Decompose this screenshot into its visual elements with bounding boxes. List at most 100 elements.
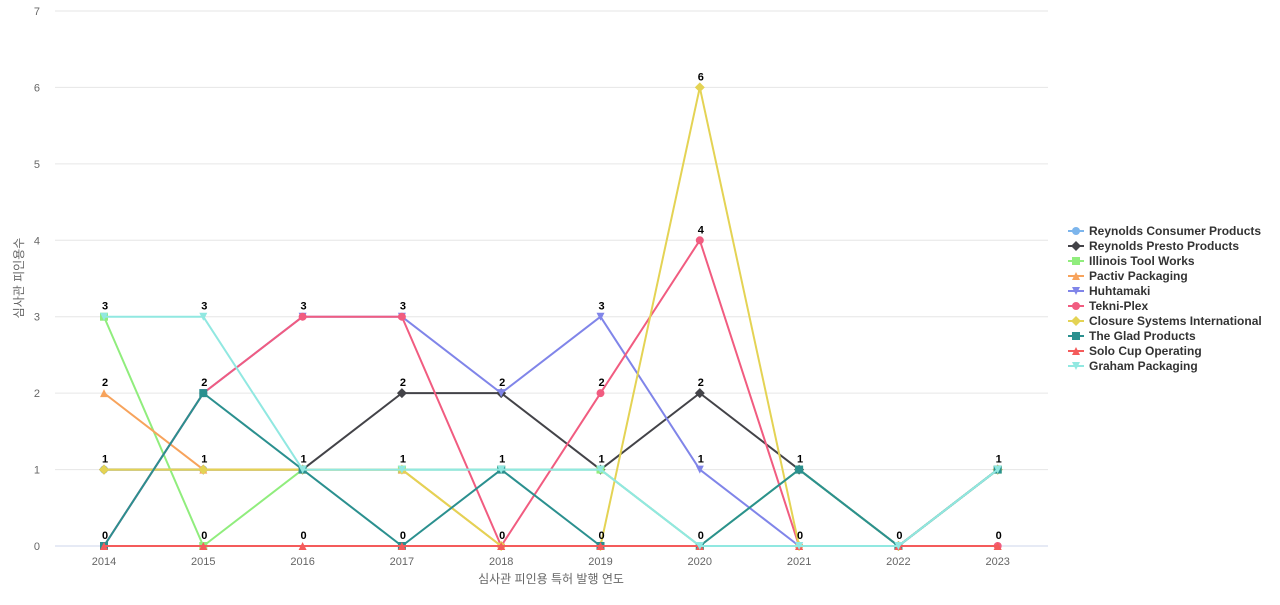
data-point[interactable] xyxy=(298,542,307,550)
data-label: 4 xyxy=(698,224,705,236)
legend-item[interactable]: Huhtamaki xyxy=(1068,284,1150,298)
data-label: 3 xyxy=(102,301,108,313)
data-point[interactable] xyxy=(100,542,108,550)
legend-label: Tekni-Plex xyxy=(1089,299,1148,313)
legend-item[interactable]: Pactiv Packaging xyxy=(1068,269,1188,283)
legend-label: Closure Systems International xyxy=(1089,314,1262,328)
data-point[interactable] xyxy=(694,82,705,93)
data-point[interactable] xyxy=(199,312,208,321)
legend-item[interactable]: Closure Systems International xyxy=(1068,314,1262,328)
legend-marker[interactable] xyxy=(1072,272,1080,280)
y-tick-label: 1 xyxy=(34,465,40,477)
data-label: 1 xyxy=(201,454,207,466)
legend-marker[interactable] xyxy=(1072,302,1080,310)
data-label: 2 xyxy=(201,377,207,389)
x-tick-label: 2016 xyxy=(290,556,314,568)
legend-item[interactable]: Graham Packaging xyxy=(1068,359,1198,373)
data-point[interactable] xyxy=(100,389,108,398)
legend-marker[interactable] xyxy=(1072,287,1080,295)
y-tick-label: 3 xyxy=(34,312,40,324)
legend-label: Reynolds Presto Products xyxy=(1089,239,1239,253)
y-tick-label: 0 xyxy=(34,541,40,553)
legend-marker[interactable] xyxy=(1072,362,1080,370)
x-tick-label: 2021 xyxy=(787,556,811,568)
data-point[interactable] xyxy=(695,236,704,245)
data-label: 1 xyxy=(301,454,307,466)
legend-marker[interactable] xyxy=(1071,241,1081,251)
legend-marker[interactable] xyxy=(1072,347,1080,355)
legend-label: Pactiv Packaging xyxy=(1089,269,1188,283)
data-label: 1 xyxy=(698,454,704,466)
legend-item[interactable]: Reynolds Presto Products xyxy=(1068,239,1239,253)
series-line[interactable] xyxy=(103,392,999,547)
data-point[interactable] xyxy=(199,389,208,398)
legend-item[interactable]: The Glad Products xyxy=(1068,329,1196,343)
data-point[interactable] xyxy=(596,542,605,550)
data-label: 2 xyxy=(499,377,505,389)
legend-marker[interactable] xyxy=(1071,316,1081,326)
legend-label: Illinois Tool Works xyxy=(1089,254,1195,268)
x-tick-label: 2020 xyxy=(688,556,712,568)
legend-label: Huhtamaki xyxy=(1089,284,1150,298)
data-point[interactable] xyxy=(596,312,605,321)
data-label: 0 xyxy=(201,530,207,542)
data-point[interactable] xyxy=(795,465,804,474)
data-label: 0 xyxy=(400,530,406,542)
data-point[interactable] xyxy=(993,465,1002,474)
data-point[interactable] xyxy=(694,388,705,399)
data-point[interactable] xyxy=(596,389,605,398)
data-label: 1 xyxy=(499,454,505,466)
data-point[interactable] xyxy=(596,465,605,474)
data-point[interactable] xyxy=(397,465,406,474)
data-label: 6 xyxy=(698,71,704,83)
data-point[interactable] xyxy=(695,542,704,550)
data-point[interactable] xyxy=(100,312,108,321)
data-label: 1 xyxy=(598,454,604,466)
data-point[interactable] xyxy=(298,465,307,474)
legend-item[interactable]: Solo Cup Operating xyxy=(1068,344,1202,358)
series-line[interactable] xyxy=(104,315,999,547)
legend-item[interactable]: Reynolds Consumer Products xyxy=(1068,224,1261,238)
data-point[interactable] xyxy=(993,542,1002,550)
data-point[interactable] xyxy=(396,388,407,399)
data-point[interactable] xyxy=(397,312,406,321)
data-point[interactable] xyxy=(497,389,506,398)
y-axis-title: 심사관 피인용수 xyxy=(12,238,26,319)
data-labels: 3 2 1 0 3 2 1 0 3 1 0 3 2 1 0 2 1 0 3 2 1 0 6 4 2 1 0 1 0 0 1 0 xyxy=(102,71,1002,542)
y-tick-label: 4 xyxy=(34,235,40,247)
data-point[interactable] xyxy=(497,542,506,550)
data-point[interactable] xyxy=(298,312,307,321)
data-label: 0 xyxy=(499,530,505,542)
data-point[interactable] xyxy=(198,464,209,475)
data-point[interactable] xyxy=(99,464,109,475)
legend-item[interactable]: Illinois Tool Works xyxy=(1068,254,1195,268)
data-point[interactable] xyxy=(695,465,704,474)
data-point[interactable] xyxy=(894,542,903,550)
y-tick-label: 6 xyxy=(34,82,40,94)
legend-marker[interactable] xyxy=(1072,257,1080,265)
x-tick-label: 2015 xyxy=(191,556,215,568)
legend-label: Solo Cup Operating xyxy=(1089,344,1202,358)
legend-label: Graham Packaging xyxy=(1089,359,1198,373)
y-tick-label: 5 xyxy=(34,159,40,171)
legend-label: Reynolds Consumer Products xyxy=(1089,224,1261,238)
data-point[interactable] xyxy=(497,465,506,474)
data-label: 0 xyxy=(996,530,1002,542)
legend-marker[interactable] xyxy=(1072,227,1080,235)
x-tick-label: 2014 xyxy=(92,556,116,568)
data-label: 1 xyxy=(996,454,1002,466)
data-point[interactable] xyxy=(795,542,804,550)
data-label: 1 xyxy=(400,454,406,466)
legend-item[interactable]: Tekni-Plex xyxy=(1068,299,1148,313)
data-label: 3 xyxy=(301,301,307,313)
data-label: 3 xyxy=(201,301,207,313)
data-label: 2 xyxy=(698,377,704,389)
legend-marker[interactable] xyxy=(1072,332,1080,340)
data-label: 0 xyxy=(598,530,604,542)
data-point[interactable] xyxy=(397,542,406,550)
data-label: 0 xyxy=(102,530,108,542)
x-tick-label: 2023 xyxy=(985,556,1009,568)
data-point[interactable] xyxy=(199,542,208,550)
